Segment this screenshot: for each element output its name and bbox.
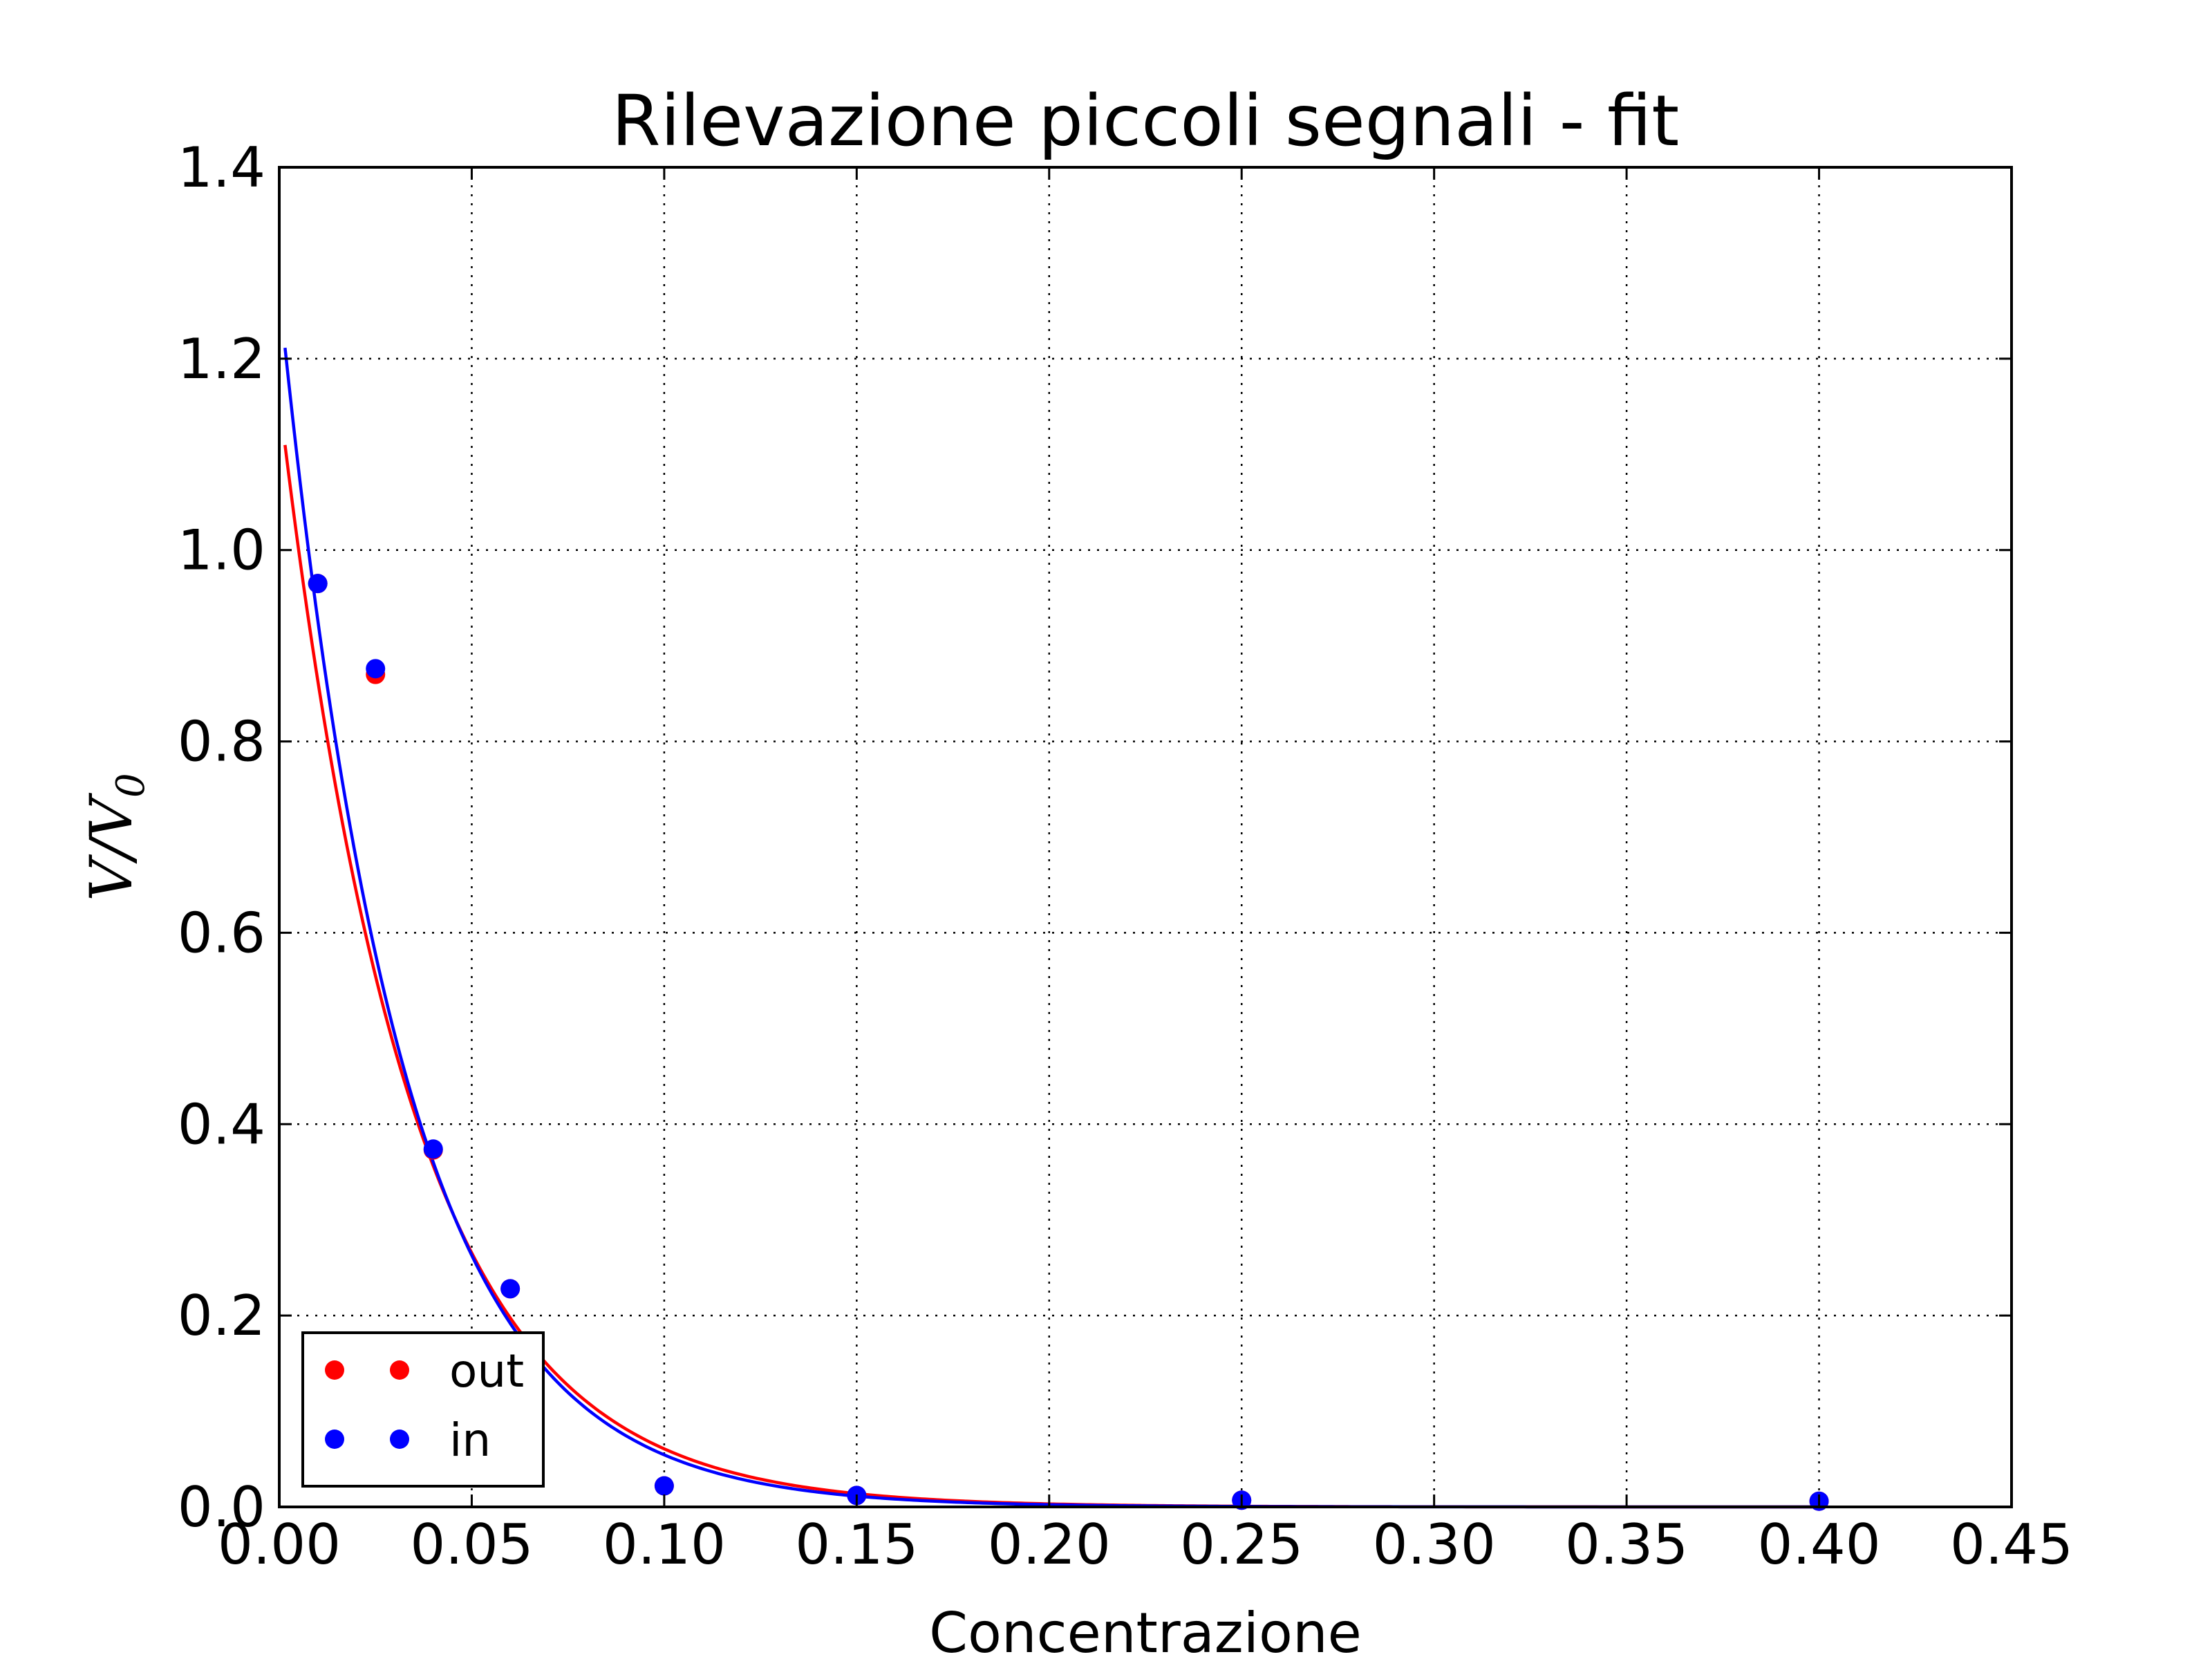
data-point-in [308, 574, 328, 594]
x-axis-label: Concentrazione [929, 1601, 1362, 1659]
x-tick-label: 0.15 [795, 1512, 918, 1577]
y-tick-label: 0.6 [178, 901, 265, 965]
y-tick-labels: 0.0 0.2 0.4 0.6 0.8 1.0 1.2 1.4 [178, 135, 265, 1539]
x-tick-label: 0.10 [603, 1512, 726, 1577]
y-tick-label: 1.2 [178, 327, 265, 391]
y-axis-label-group: V/V0 [77, 773, 153, 901]
x-tick-label: 0.25 [1180, 1512, 1303, 1577]
legend-marker-out [325, 1360, 344, 1380]
legend-box [301, 1331, 545, 1488]
data-point-in [654, 1476, 674, 1496]
plot-frame [278, 166, 2013, 1508]
y-tick-label: 1.4 [178, 135, 265, 200]
x-tick-label: 0.35 [1565, 1512, 1688, 1577]
x-tick-label: 0.45 [1950, 1512, 2073, 1577]
x-tick-label: 0.20 [988, 1512, 1111, 1577]
legend-marker-out [390, 1360, 409, 1380]
legend-marker-in [325, 1430, 344, 1449]
x-tick-label: 0.00 [218, 1512, 341, 1577]
y-tick-label: 0.0 [178, 1475, 265, 1539]
data-point-in [366, 659, 386, 679]
y-tick-label: 0.8 [178, 710, 265, 774]
y-tick-label: 1.0 [178, 518, 265, 583]
x-tick-label: 0.40 [1757, 1512, 1880, 1577]
legend-label-out: out [449, 1344, 524, 1398]
x-tick-label: 0.30 [1373, 1512, 1496, 1577]
chart-title: Rilevazione piccoli segnali - fit [612, 80, 1679, 162]
y-tick-label: 0.2 [178, 1284, 265, 1348]
data-point-in [500, 1279, 521, 1299]
legend: out in [301, 1331, 545, 1488]
y-axis-label-main: V/V [77, 793, 145, 901]
legend-label-in: in [449, 1414, 491, 1467]
legend-marker-in [390, 1430, 409, 1449]
plot-area [279, 167, 2012, 1507]
y-axis-label-subscript: 0 [109, 773, 153, 798]
data-point-in [423, 1139, 443, 1159]
y-tick-label: 0.4 [178, 1092, 265, 1156]
y-axis-label: V/V0 [77, 773, 153, 901]
ticks [278, 166, 2013, 1508]
x-tick-label: 0.05 [410, 1512, 533, 1577]
x-tick-labels: 0.00 0.05 0.10 0.15 0.20 0.25 0.30 0.35 0.40 0.45 [218, 1512, 2073, 1577]
